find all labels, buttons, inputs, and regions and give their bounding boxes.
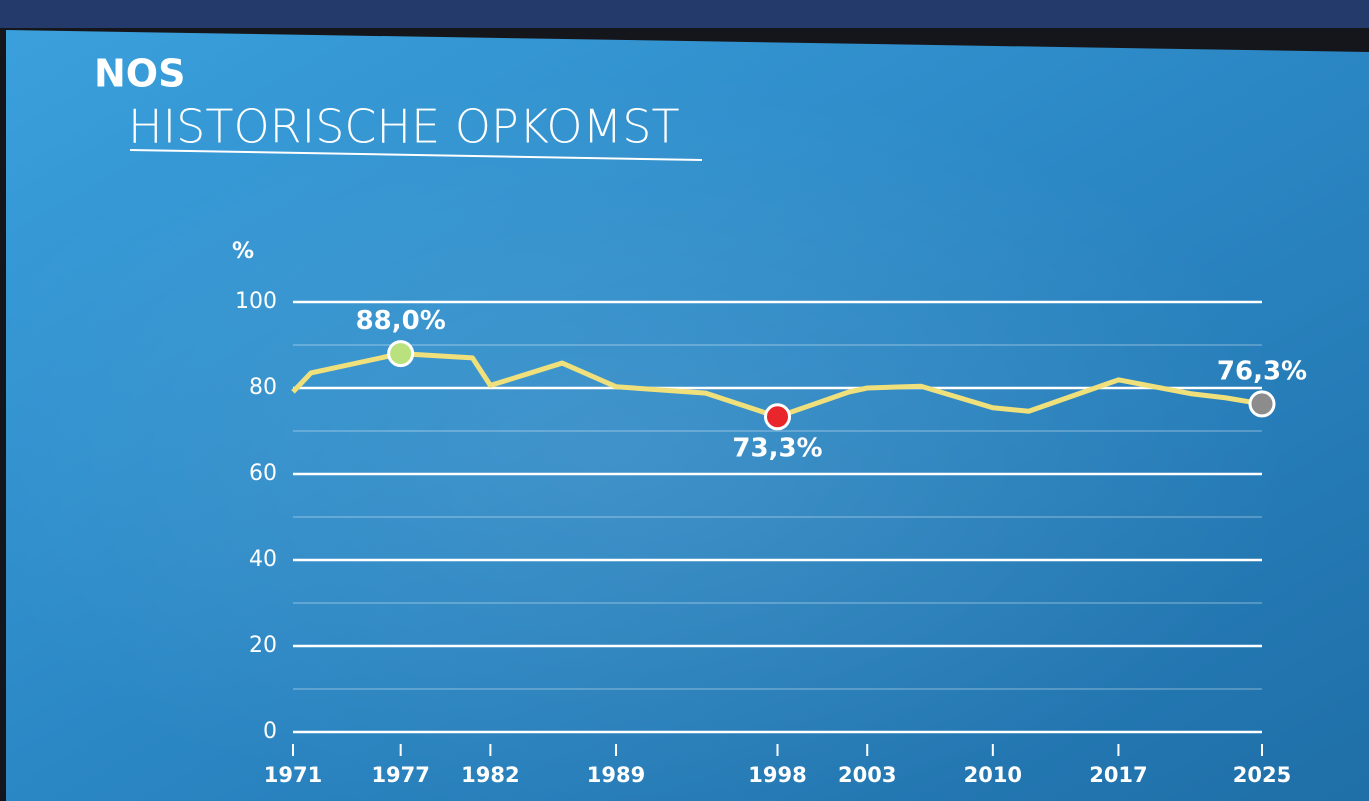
- x-tick-label: 1971: [264, 763, 322, 787]
- logo: NOS: [94, 52, 185, 96]
- y-tick-label: 0: [263, 719, 277, 744]
- y-tick-label: 40: [249, 547, 277, 572]
- studio-strip: [0, 0, 1369, 28]
- x-tick-label: 2025: [1233, 763, 1291, 787]
- title-underline: [129, 149, 703, 161]
- value-label: 88,0%: [356, 306, 446, 336]
- value-label: 76,3%: [1217, 356, 1307, 386]
- highlight-point: [764, 403, 791, 431]
- value-label: 73,3%: [732, 433, 822, 463]
- x-tick-label: 1977: [371, 763, 429, 787]
- x-tick-label: 1982: [461, 763, 519, 787]
- y-tick-label: 100: [235, 289, 277, 314]
- highlight-point: [387, 340, 415, 368]
- data-line: [291, 351, 1263, 420]
- y-tick-label: 20: [249, 633, 277, 658]
- x-tick-label: 2010: [964, 763, 1022, 787]
- x-tick-label: 2017: [1089, 763, 1147, 787]
- y-tick-label: 60: [249, 461, 277, 486]
- chart-title: HISTORISCHE OPKOMST: [128, 100, 680, 154]
- y-axis-label: %: [232, 239, 254, 264]
- y-tick-label: 80: [249, 375, 277, 400]
- screen-glow: [6, 30, 1369, 801]
- highlight-point: [1248, 390, 1276, 418]
- x-tick-label: 2003: [838, 763, 896, 787]
- x-tick-label: 1989: [587, 763, 645, 787]
- x-tick-label: 1998: [748, 763, 806, 787]
